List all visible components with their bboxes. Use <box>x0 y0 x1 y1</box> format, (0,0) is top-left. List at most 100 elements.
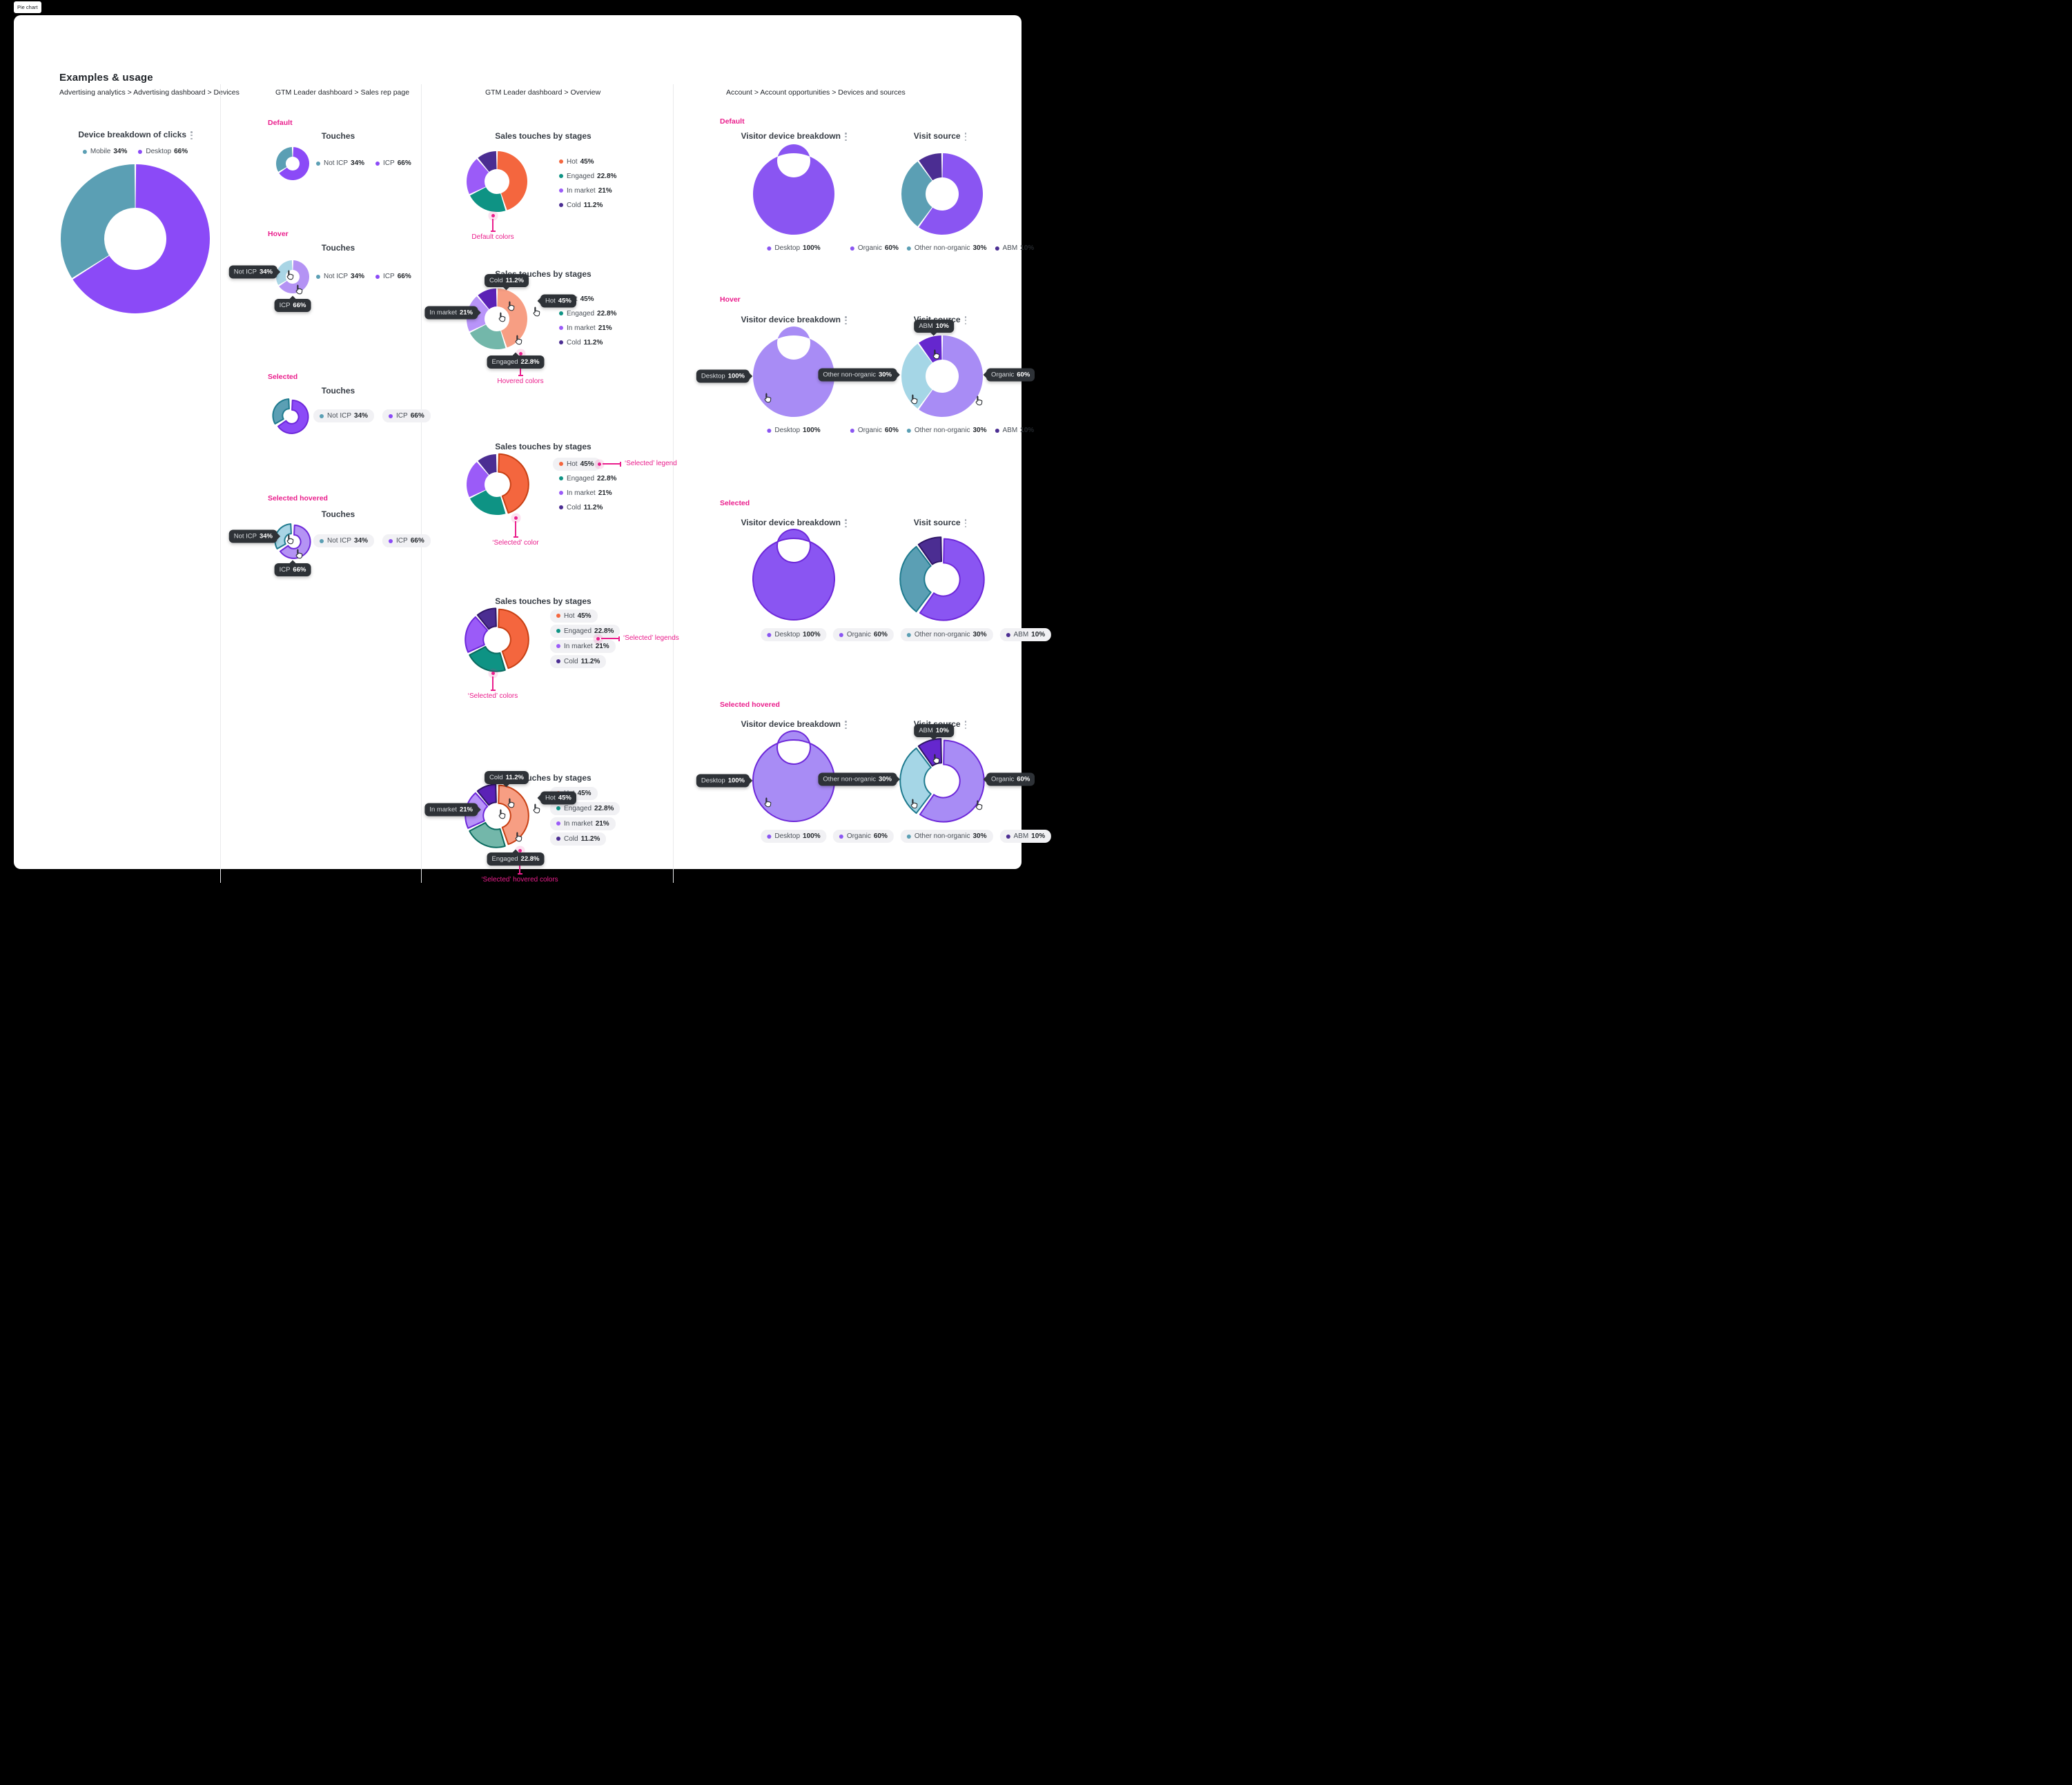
legend-item-engaged[interactable]: Engaged 22.8% <box>550 801 620 815</box>
sales-touches-by-stages-donut-chart[interactable] <box>462 605 531 674</box>
legend-item-icp[interactable]: ICP 66% <box>382 534 431 547</box>
legend-item-other-non-organic[interactable]: Other non-organic 30% <box>900 830 993 843</box>
legend-item-engaged[interactable]: Engaged 22.8% <box>559 171 616 182</box>
kebab-menu-icon[interactable] <box>964 133 967 142</box>
slice-organic[interactable] <box>919 153 983 235</box>
visitor-device-breakdown-donut-chart[interactable] <box>749 144 839 239</box>
device-breakdown-of-clicks-donut-chart[interactable] <box>57 160 214 318</box>
legend-item-organic[interactable]: Organic 60% <box>850 425 899 436</box>
kebab-menu-icon[interactable] <box>190 131 193 140</box>
kebab-menu-icon[interactable] <box>964 316 967 325</box>
legend-item-desktop[interactable]: Desktop 100% <box>761 830 827 843</box>
touches-donut-chart[interactable] <box>272 143 313 184</box>
legend-item-other-non-organic[interactable]: Other non-organic 30% <box>906 425 986 436</box>
slice-cold[interactable] <box>478 151 497 172</box>
kebab-menu-icon[interactable] <box>964 519 967 528</box>
legend-item-other-non-organic[interactable]: Other non-organic 30% <box>900 628 993 641</box>
slice-engaged[interactable] <box>469 821 506 848</box>
visit-source-donut-chart[interactable] <box>897 736 987 826</box>
slice-cold[interactable] <box>478 454 497 475</box>
legend-item-not-icp[interactable]: Not ICP 34% <box>316 158 364 168</box>
slice-abm[interactable] <box>919 153 942 181</box>
slice-cold[interactable] <box>476 783 497 806</box>
slice-engaged[interactable] <box>469 324 506 350</box>
slice-in-market[interactable] <box>465 616 489 653</box>
legend-item-desktop[interactable]: Desktop 66% <box>138 146 188 157</box>
slice-icp[interactable] <box>279 147 310 181</box>
legend-item-cold[interactable]: Cold 11.2% <box>559 503 603 513</box>
legend-item-mobile[interactable]: Mobile 34% <box>82 146 127 157</box>
sales-touches-by-stages-donut-chart[interactable] <box>462 147 531 216</box>
visitor-device-breakdown-donut-chart[interactable] <box>749 326 839 421</box>
sales-touches-by-stages-donut-chart[interactable] <box>462 450 531 519</box>
legend-item-organic[interactable]: Organic 60% <box>832 830 894 843</box>
legend-item-desktop[interactable]: Desktop 100% <box>767 243 821 253</box>
slice-desktop[interactable] <box>752 326 834 417</box>
kebab-menu-icon[interactable] <box>844 519 847 528</box>
legend-item-desktop[interactable]: Desktop 100% <box>767 425 821 436</box>
legend-item-not-icp[interactable]: Not ICP 34% <box>313 534 375 547</box>
slice-cold[interactable] <box>476 607 497 630</box>
legend-item-cold[interactable]: Cold 11.2% <box>550 832 607 846</box>
slice-desktop[interactable] <box>72 164 210 314</box>
legend-item-in-market[interactable]: In market 21% <box>550 639 616 653</box>
kebab-menu-icon[interactable] <box>964 721 967 730</box>
slice-hot[interactable] <box>497 289 527 348</box>
legend-item-organic[interactable]: Organic 60% <box>832 628 894 641</box>
legend-item-abm[interactable]: ABM 10% <box>995 425 1034 436</box>
slice-other-non-organic[interactable] <box>899 747 932 815</box>
slice-desktop[interactable] <box>752 730 835 822</box>
legend-item-abm[interactable]: ABM 10% <box>995 243 1034 253</box>
slice-in-market[interactable] <box>467 462 489 498</box>
legend-item-other-non-organic[interactable]: Other non-organic 30% <box>906 243 986 253</box>
slice-hot[interactable] <box>498 608 529 670</box>
visitor-device-breakdown-donut-chart[interactable] <box>749 529 839 624</box>
visit-source-donut-chart[interactable] <box>897 331 987 421</box>
slice-mobile[interactable] <box>60 164 135 278</box>
legend-item-cold[interactable]: Cold 11.2% <box>550 654 607 668</box>
visitor-device-breakdown-donut-chart[interactable] <box>749 730 839 826</box>
kebab-menu-icon[interactable] <box>844 721 847 730</box>
legend-item-icp[interactable]: ICP 66% <box>375 271 411 282</box>
slice-engaged[interactable] <box>469 490 506 516</box>
legend-item-in-market[interactable]: In market 21% <box>550 817 616 830</box>
visit-source-donut-chart[interactable] <box>897 534 987 624</box>
legend-item-abm[interactable]: ABM 10% <box>999 830 1052 843</box>
slice-abm[interactable] <box>917 536 942 565</box>
slice-engaged[interactable] <box>469 645 506 672</box>
slice-icp[interactable] <box>279 524 311 559</box>
slice-in-market[interactable] <box>467 159 489 195</box>
legend-item-in-market[interactable]: In market 21% <box>559 323 612 333</box>
slice-organic[interactable] <box>919 335 983 417</box>
slice-other-non-organic[interactable] <box>901 343 932 409</box>
slice-desktop[interactable] <box>752 529 835 621</box>
slice-engaged[interactable] <box>469 187 506 213</box>
touches-donut-chart[interactable] <box>272 256 313 298</box>
slice-icp[interactable] <box>279 260 310 294</box>
slice-other-non-organic[interactable] <box>899 545 932 613</box>
legend-item-in-market[interactable]: In market 21% <box>559 488 612 498</box>
legend-item-desktop[interactable]: Desktop 100% <box>761 628 827 641</box>
slice-organic[interactable] <box>919 739 985 823</box>
slice-not-icp[interactable] <box>276 260 293 285</box>
legend-item-in-market[interactable]: In market 21% <box>559 186 612 196</box>
legend-item-icp[interactable]: ICP 66% <box>382 409 431 422</box>
slice-not-icp[interactable] <box>272 398 290 425</box>
touches-donut-chart[interactable] <box>270 396 311 437</box>
slice-organic[interactable] <box>919 538 985 621</box>
slice-cold[interactable] <box>478 289 497 309</box>
slice-not-icp[interactable] <box>276 147 293 172</box>
slice-other-non-organic[interactable] <box>901 161 932 227</box>
slice-hot[interactable] <box>497 151 527 211</box>
legend-item-cold[interactable]: Cold 11.2% <box>559 200 603 211</box>
legend-item-engaged[interactable]: Engaged 22.8% <box>559 474 616 484</box>
legend-item-not-icp[interactable]: Not ICP 34% <box>316 271 364 282</box>
slice-desktop[interactable] <box>752 144 834 235</box>
legend-item-organic[interactable]: Organic 60% <box>850 243 899 253</box>
visit-source-donut-chart[interactable] <box>897 149 987 239</box>
slice-hot[interactable] <box>498 453 529 514</box>
legend-item-abm[interactable]: ABM 10% <box>999 628 1052 641</box>
legend-item-engaged[interactable]: Engaged 22.8% <box>559 309 616 319</box>
